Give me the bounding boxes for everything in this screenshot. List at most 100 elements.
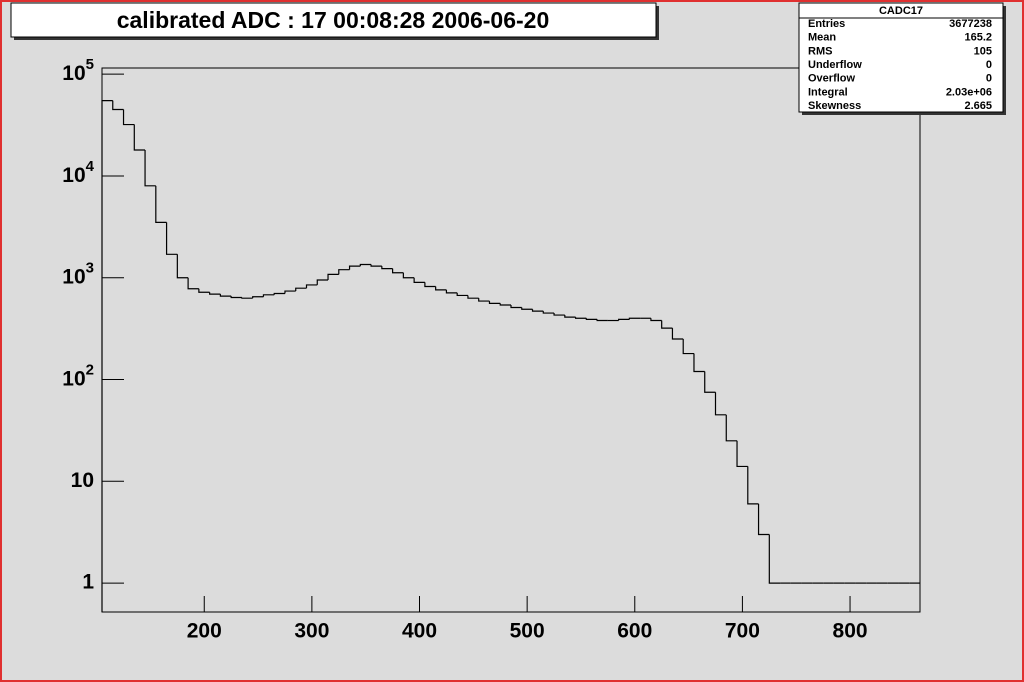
- histogram-bin: [370, 264, 382, 267]
- y-tick-exp: 4: [86, 158, 95, 175]
- histogram-bin: [198, 288, 210, 293]
- x-tick-label: 200: [187, 620, 222, 643]
- histogram-bin: [445, 289, 458, 294]
- histogram-bin: [704, 371, 716, 393]
- histogram-bin: [510, 304, 522, 309]
- y-tick-base: 10: [62, 265, 85, 288]
- y-tick-label: 103: [62, 260, 94, 289]
- histogram-bin: [531, 309, 544, 312]
- stats-key: Underflow: [808, 59, 862, 71]
- stats-value: 2.665: [964, 100, 992, 112]
- stats-key: Skewness: [808, 100, 861, 112]
- histogram-bin: [574, 317, 587, 319]
- x-tick-label: 300: [294, 620, 329, 643]
- histogram-bin: [305, 284, 318, 289]
- stats-value: 105: [974, 45, 992, 57]
- y-tick-label: 102: [62, 361, 94, 390]
- histogram-bin: [133, 124, 146, 151]
- stats-title: CADC17: [879, 5, 923, 17]
- y-tick-exp: 5: [86, 56, 94, 73]
- histogram-bin: [144, 149, 156, 187]
- y-tick-base: 10: [62, 62, 85, 85]
- y-tick-label: 105: [62, 56, 94, 85]
- histogram-bin: [435, 286, 447, 291]
- histogram-bin: [155, 185, 167, 223]
- histogram-bin: [650, 318, 662, 322]
- histogram-bin: [596, 319, 608, 322]
- histogram-bin: [187, 277, 199, 290]
- histogram-bin: [542, 311, 555, 314]
- stats-value: 0: [986, 73, 992, 85]
- y-tick-label: 104: [62, 158, 94, 187]
- y-tick-base: 10: [62, 164, 85, 187]
- y-tick-base: 10: [62, 367, 85, 390]
- histogram-bin: [273, 292, 285, 295]
- histogram-bin: [768, 534, 781, 584]
- histogram-bin: [413, 277, 425, 284]
- histogram-bin: [359, 263, 372, 267]
- histogram-bin: [338, 269, 350, 275]
- histogram-bin: [521, 307, 533, 310]
- histogram-bin: [478, 298, 490, 302]
- histogram-bin: [736, 440, 748, 468]
- histogram-bin: [564, 315, 576, 318]
- histogram-bin: [661, 320, 673, 329]
- histogram-bin: [585, 318, 598, 320]
- stats-key: Overflow: [808, 73, 856, 85]
- histogram-bin: [165, 222, 178, 255]
- stats-value: 2.03e+06: [946, 86, 992, 98]
- histogram-bin: [392, 268, 404, 274]
- histogram-bin: [499, 303, 511, 306]
- histogram-bin: [252, 296, 264, 299]
- histogram-bin: [747, 466, 759, 505]
- y-tick-label: 1: [82, 571, 94, 594]
- histogram-bin: [488, 301, 501, 304]
- x-tick-label: 500: [510, 620, 545, 643]
- histogram-bin: [424, 282, 436, 288]
- histogram-bin: [693, 353, 705, 373]
- histogram-bin: [456, 292, 468, 297]
- histogram-bin: [618, 318, 630, 321]
- histogram-bin: [101, 100, 113, 612]
- histogram-bin: [262, 294, 275, 297]
- x-tick-label: 800: [833, 620, 868, 643]
- histogram-bin: [284, 290, 296, 294]
- stats-value: 0: [986, 59, 992, 71]
- histogram-bin: [122, 109, 135, 126]
- stats-box: [798, 2, 1004, 113]
- histogram-bin: [628, 317, 641, 320]
- title-box: [10, 2, 657, 38]
- histogram-bin: [757, 503, 770, 536]
- histogram-bin: [725, 414, 738, 442]
- histogram-bin: [682, 339, 694, 355]
- histogram-bin: [381, 266, 393, 270]
- stats-key: Mean: [808, 32, 836, 44]
- histogram-bin: [467, 295, 479, 299]
- y-tick-exp: 3: [86, 260, 94, 277]
- stats-value: 3677238: [949, 18, 992, 30]
- histogram-bin: [112, 100, 124, 111]
- histogram-bin: [209, 292, 221, 295]
- histogram-bin: [241, 297, 253, 299]
- x-tick-label: 600: [617, 620, 652, 643]
- histogram-bin: [230, 296, 242, 299]
- y-tick-exp: 2: [86, 361, 94, 378]
- histogram-bin: [714, 392, 727, 416]
- histogram-bin: [219, 294, 232, 297]
- histogram-bin: [402, 272, 415, 279]
- histogram-bin: [327, 273, 339, 281]
- x-tick-label: 400: [402, 620, 437, 643]
- y-tick-label: 10: [71, 469, 94, 492]
- histogram-bin: [316, 279, 329, 285]
- plot-frame: [101, 67, 921, 613]
- histogram-bin: [176, 254, 189, 279]
- histogram-bin: [553, 313, 565, 316]
- stats-key: Integral: [808, 86, 848, 98]
- histogram-bin: [295, 287, 307, 292]
- stats-key: Entries: [808, 18, 845, 30]
- histogram-bin: [348, 265, 361, 270]
- chart-title: calibrated ADC : 17 00:08:28 2006-06-20: [117, 7, 550, 33]
- stats-key: RMS: [808, 45, 832, 57]
- x-tick-label: 700: [725, 620, 760, 643]
